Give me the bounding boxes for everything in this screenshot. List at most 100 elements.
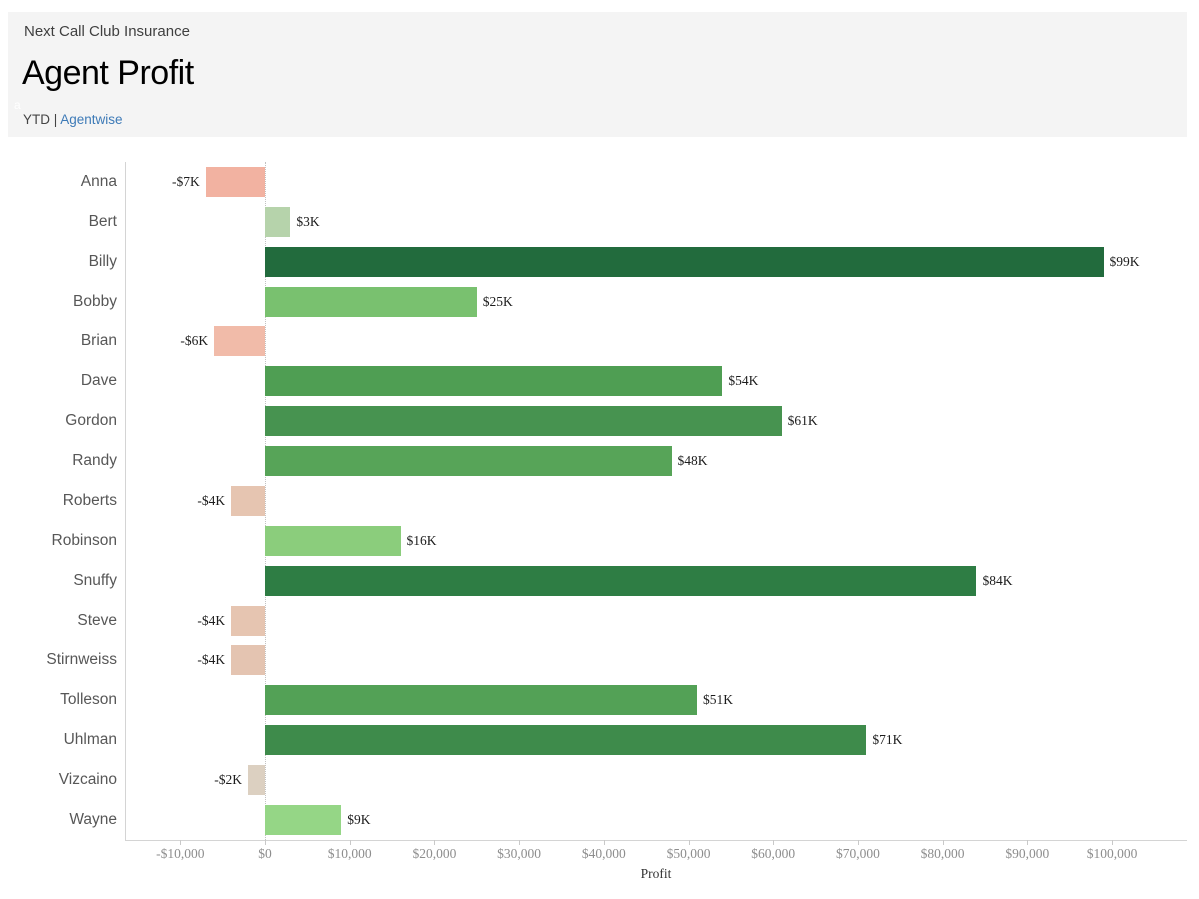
chart-row: Stirnweiss -$4K	[0, 641, 1187, 681]
profit-bar[interactable]	[265, 366, 723, 397]
watermark-text: a	[14, 98, 21, 112]
bar-area: $48K	[125, 441, 1187, 481]
x-tick-label: $80,000	[920, 846, 965, 861]
x-tick	[1112, 840, 1113, 845]
zero-reference-line	[265, 162, 266, 840]
bar-area: $16K	[125, 521, 1187, 561]
bar-area: $51K	[125, 680, 1187, 720]
x-tick-label: $50,000	[666, 846, 711, 861]
chart-row: Roberts -$4K	[0, 481, 1187, 521]
bar-value-label: $61K	[787, 413, 818, 429]
profit-bar[interactable]	[205, 166, 265, 197]
profit-bar[interactable]	[265, 804, 342, 835]
bar-value-label: -$7K	[171, 173, 200, 189]
x-tick	[773, 840, 775, 845]
profit-bar[interactable]	[265, 525, 401, 556]
bar-area: -$6K	[125, 322, 1187, 362]
bar-area: -$2K	[125, 760, 1187, 800]
category-label: Brian	[80, 332, 117, 350]
category-label: Gordon	[65, 412, 117, 430]
bar-area: $99K	[125, 242, 1187, 282]
category-label: Steve	[77, 611, 117, 629]
agentwise-link[interactable]: Agentwise	[60, 112, 123, 127]
profit-bar[interactable]	[265, 725, 867, 756]
x-axis-line	[125, 840, 1187, 841]
page-title: Agent Profit	[22, 54, 194, 92]
category-label: Roberts	[62, 491, 117, 509]
x-tick	[857, 840, 859, 845]
bar-value-label: $54K	[728, 373, 759, 389]
x-tick-label: $90,000	[1005, 846, 1050, 861]
x-tick	[519, 840, 521, 845]
x-tick-label: $100,000	[1086, 846, 1138, 861]
bar-area: $84K	[125, 561, 1187, 601]
x-tick	[1027, 840, 1029, 845]
category-label: Bobby	[73, 292, 117, 310]
category-label: Stirnweiss	[46, 651, 117, 669]
profit-bar[interactable]	[265, 685, 697, 716]
category-label: Billy	[88, 252, 117, 270]
profit-bar[interactable]	[248, 765, 265, 796]
profit-bar[interactable]	[265, 246, 1104, 277]
bar-value-label: $16K	[406, 532, 437, 548]
bar-value-label: -$4K	[197, 612, 226, 628]
bar-area: $71K	[125, 720, 1187, 760]
x-tick-label: $0	[258, 846, 272, 861]
chart-row: Uhlman $71K	[0, 720, 1187, 760]
x-tick	[603, 840, 605, 845]
bar-value-label: $99K	[1109, 253, 1140, 269]
profit-bar[interactable]	[265, 206, 291, 237]
bar-value-label: $9K	[347, 811, 371, 827]
meta-period-label: YTD |	[23, 112, 61, 127]
profit-bar[interactable]	[265, 286, 477, 317]
bar-area: $3K	[125, 202, 1187, 242]
profit-bar[interactable]	[265, 446, 672, 477]
x-tick-label: $30,000	[497, 846, 542, 861]
chart-row: Bert $3K	[0, 202, 1187, 242]
view-meta: YTD | Agentwise	[23, 112, 123, 127]
bar-area: $61K	[125, 401, 1187, 441]
category-label: Vizcaino	[58, 771, 117, 789]
profit-bar[interactable]	[231, 485, 265, 516]
bar-area: $25K	[125, 282, 1187, 322]
profit-bar[interactable]	[214, 326, 265, 357]
x-tick-label: $70,000	[835, 846, 880, 861]
bar-value-label: $3K	[296, 213, 320, 229]
x-tick-label: -$10,000	[156, 846, 205, 861]
profit-bar[interactable]	[231, 645, 265, 676]
profit-bar[interactable]	[265, 406, 782, 437]
chart-row: Steve -$4K	[0, 601, 1187, 641]
chart-row: Snuffy $84K	[0, 561, 1187, 601]
bar-area: -$4K	[125, 641, 1187, 681]
chart-row: Bobby $25K	[0, 282, 1187, 322]
x-tick-label: $40,000	[581, 846, 626, 861]
category-label: Uhlman	[63, 731, 117, 749]
x-tick	[942, 840, 944, 845]
x-tick	[434, 840, 436, 845]
chart-rows: Anna -$7K Bert $3K Billy $99K Bobby $25K Brian -$…	[0, 162, 1187, 840]
company-subtitle: Next Call Club Insurance	[24, 23, 190, 40]
chart-row: Gordon $61K	[0, 401, 1187, 441]
category-label: Anna	[80, 172, 117, 190]
y-axis-line	[125, 162, 126, 840]
dashboard-header: Next Call Club Insurance Agent Profit a …	[8, 12, 1187, 137]
bar-value-label: -$4K	[197, 492, 226, 508]
category-label: Tolleson	[60, 691, 117, 709]
profit-bar[interactable]	[265, 565, 977, 596]
x-tick	[180, 840, 182, 845]
bar-area: $9K	[125, 800, 1187, 840]
category-label: Randy	[72, 452, 117, 470]
bar-area: -$4K	[125, 601, 1187, 641]
bar-area: -$7K	[125, 162, 1187, 202]
x-tick-label: $60,000	[751, 846, 796, 861]
profit-bar[interactable]	[231, 605, 265, 636]
x-axis-title: Profit	[640, 866, 672, 881]
category-label: Dave	[80, 372, 117, 390]
chart-row: Billy $99K	[0, 242, 1187, 282]
chart-row: Randy $48K	[0, 441, 1187, 481]
x-tick-label: $10,000	[327, 846, 372, 861]
bar-area: $54K	[125, 361, 1187, 401]
chart-row: Dave $54K	[0, 361, 1187, 401]
x-axis: -$10,000 $0 $10,000 $20,000 $30,000 $40,000 $5…	[125, 840, 1187, 870]
bar-value-label: -$6K	[180, 333, 209, 349]
